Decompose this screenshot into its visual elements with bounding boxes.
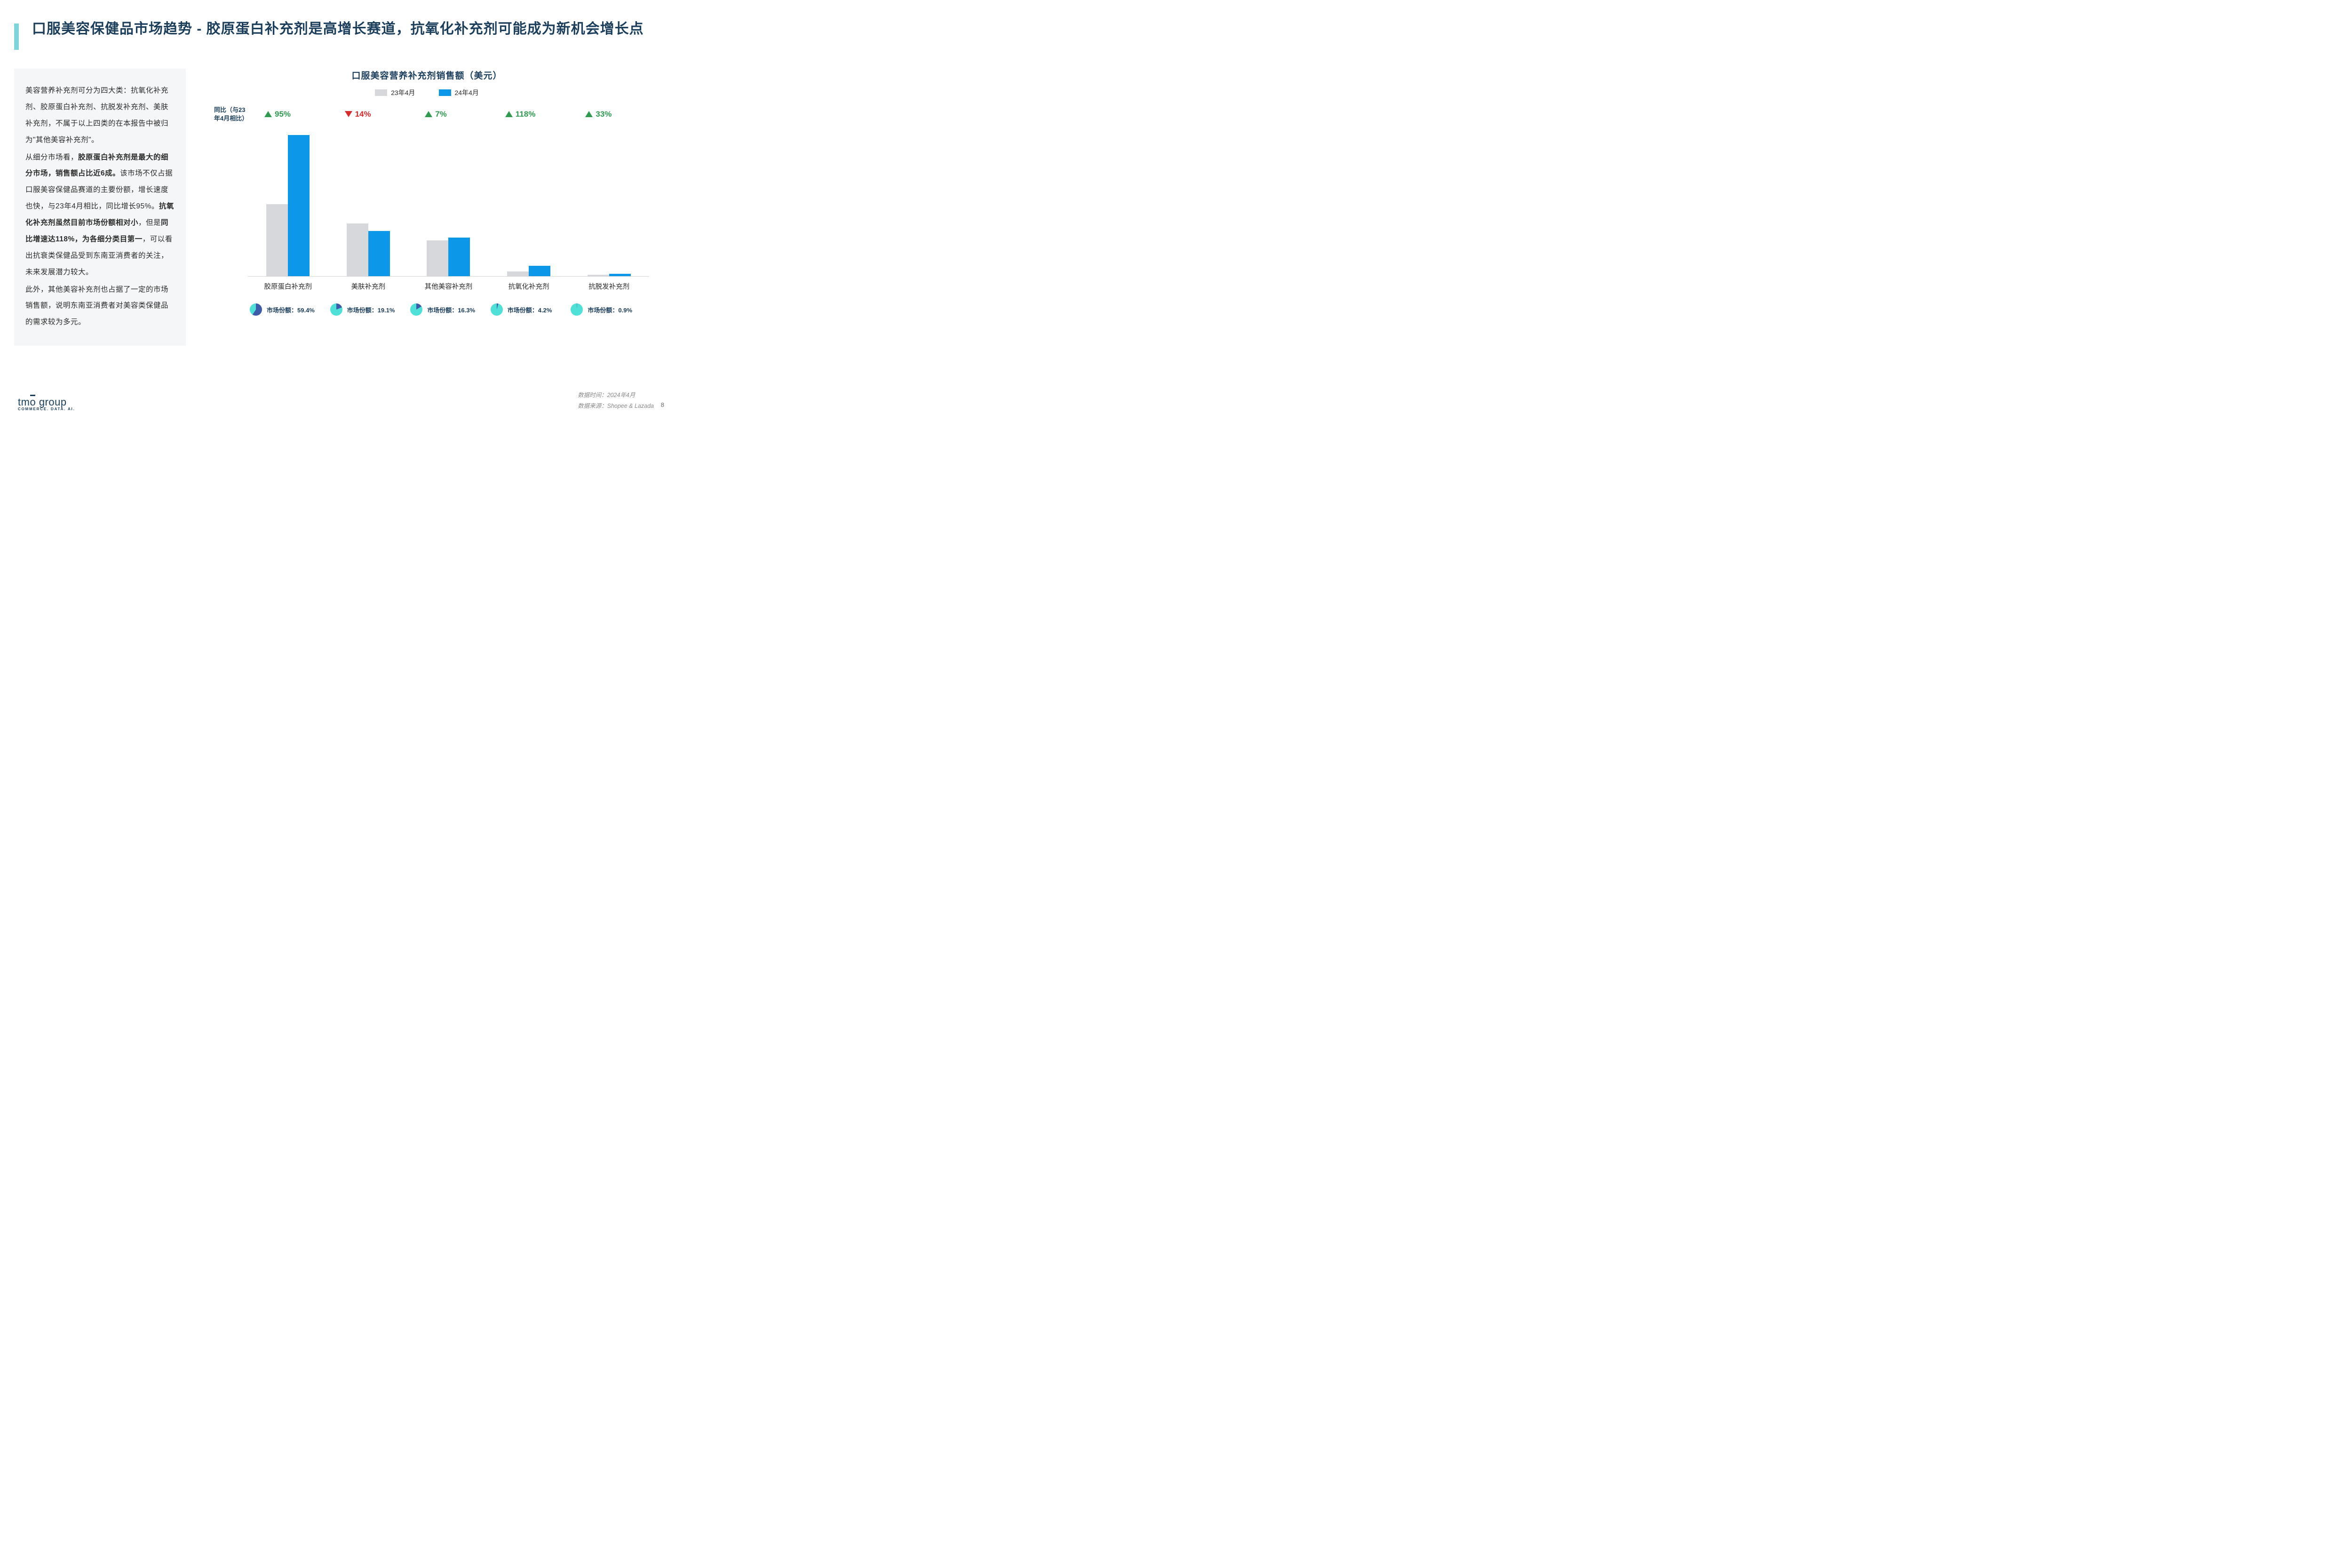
logo-tagline: COMMERCE. DATA. AI. [18, 407, 75, 411]
legend-item: 23年4月 [375, 88, 415, 97]
bar-2024 [609, 274, 631, 276]
pie-icon [410, 303, 422, 316]
chart-legend: 23年4月 24年4月 [205, 88, 649, 97]
description-paragraph: 从细分市场看，胶原蛋白补充剂是最大的细分市场，销售额占比近6成。该市场不仅占据口… [25, 150, 175, 281]
bars-row [248, 126, 649, 277]
market-share-row: 市场份额：59.4% 市场份额：19.1% 市场份额：16.3% 市场份额：4.… [248, 303, 649, 316]
legend-swatch [375, 89, 387, 96]
pie-icon [571, 303, 583, 316]
legend-label: 24年4月 [455, 88, 479, 97]
yoy-value: 14% [355, 110, 371, 119]
bar-2024 [288, 135, 310, 276]
yoy-value: 7% [435, 110, 447, 119]
page-number: 8 [661, 401, 664, 408]
bar-group [328, 126, 409, 276]
triangle-down-icon [345, 111, 352, 117]
bar-2023 [266, 204, 288, 276]
content-area: 美容营养补充剂可分为四大类：抗氧化补充剂、胶原蛋白补充剂、抗脱发补充剂、美肤补充… [14, 69, 649, 346]
meta-src-label: 数据来源： [578, 403, 607, 409]
legend-swatch [439, 89, 451, 96]
legend-label: 23年4月 [391, 88, 415, 97]
yoy-value: 118% [516, 110, 536, 119]
yoy-row: 同比（与23年4月相比） 95% 14% 7% 118% 33% [214, 106, 649, 122]
description-paragraph: 美容营养补充剂可分为四大类：抗氧化补充剂、胶原蛋白补充剂、抗脱发补充剂、美肤补充… [25, 83, 175, 149]
category-labels: 胶原蛋白补充剂美肤补充剂其他美容补充剂抗氧化补充剂抗脱发补充剂 [248, 281, 649, 291]
share-cell: 市场份额：19.1% [328, 303, 409, 316]
title-bar: 口服美容保健品市场趋势 - 胶原蛋白补充剂是高增长赛道，抗氧化补充剂可能成为新机… [14, 19, 649, 50]
bar-group [408, 126, 489, 276]
bar-2023 [507, 271, 529, 276]
category-label: 其他美容补充剂 [408, 281, 489, 291]
legend-item: 24年4月 [439, 88, 479, 97]
triangle-up-icon [264, 111, 272, 117]
triangle-up-icon [425, 111, 432, 117]
slide: 口服美容保健品市场趋势 - 胶原蛋白补充剂是高增长赛道，抗氧化补充剂可能成为新机… [0, 0, 677, 423]
share-text: 市场份额：19.1% [347, 305, 395, 314]
category-label: 美肤补充剂 [328, 281, 409, 291]
yoy-cell: 7% [408, 110, 489, 119]
data-meta: 数据时间：2024年4月 数据来源：Shopee & Lazada [578, 390, 654, 411]
meta-time: 2024年4月 [607, 392, 636, 398]
bar-group [248, 126, 328, 276]
share-text: 市场份额：4.2% [508, 305, 552, 314]
pie-icon [330, 303, 342, 316]
bar-2023 [427, 240, 448, 277]
triangle-up-icon [505, 111, 513, 117]
yoy-cell: 95% [248, 110, 328, 119]
chart-area: 同比（与23年4月相比） 95% 14% 7% 118% 33% 胶原蛋白补充剂美肤补充… [214, 106, 649, 316]
meta-time-label: 数据时间： [578, 392, 607, 398]
pie-icon [250, 303, 262, 316]
yoy-label: 同比（与23年4月相比） [214, 106, 248, 122]
share-text: 市场份额：0.9% [588, 305, 632, 314]
chart-panel: 口服美容营养补充剂销售额（美元） 23年4月 24年4月 同比（与23年4月相比）… [205, 69, 649, 346]
category-label: 胶原蛋白补充剂 [248, 281, 328, 291]
accent-bar [14, 24, 19, 50]
bar-group [569, 126, 649, 276]
description-paragraph: 此外，其他美容补充剂也占据了一定的市场销售额，说明东南亚消费者对美容类保健品的需… [25, 282, 175, 331]
bar-group [489, 126, 569, 276]
footer: tmo group COMMERCE. DATA. AI. 数据时间：2024年… [18, 390, 654, 411]
bar-2024 [529, 266, 550, 276]
chart-title: 口服美容营养补充剂销售额（美元） [205, 69, 649, 81]
triangle-up-icon [585, 111, 593, 117]
yoy-cell: 33% [569, 110, 649, 119]
bar-2023 [347, 223, 368, 276]
share-text: 市场份额：16.3% [427, 305, 475, 314]
bar-2024 [368, 231, 390, 276]
share-cell: 市场份额：0.9% [569, 303, 649, 316]
category-label: 抗氧化补充剂 [489, 281, 569, 291]
bar-2024 [448, 238, 470, 276]
share-text: 市场份额：59.4% [267, 305, 315, 314]
share-cell: 市场份额：59.4% [248, 303, 328, 316]
category-label: 抗脱发补充剂 [569, 281, 649, 291]
yoy-cell: 14% [328, 110, 409, 119]
yoy-value: 95% [275, 110, 291, 119]
share-cell: 市场份额：16.3% [408, 303, 489, 316]
bar-2023 [588, 275, 609, 277]
pie-icon [491, 303, 503, 316]
logo: tmo group COMMERCE. DATA. AI. [18, 396, 75, 411]
share-cell: 市场份额：4.2% [489, 303, 569, 316]
yoy-value: 33% [596, 110, 612, 119]
meta-src: Shopee & Lazada [607, 403, 654, 409]
description-panel: 美容营养补充剂可分为四大类：抗氧化补充剂、胶原蛋白补充剂、抗脱发补充剂、美肤补充… [14, 69, 186, 346]
page-title: 口服美容保健品市场趋势 - 胶原蛋白补充剂是高增长赛道，抗氧化补充剂可能成为新机… [32, 19, 644, 40]
yoy-cell: 118% [489, 110, 569, 119]
